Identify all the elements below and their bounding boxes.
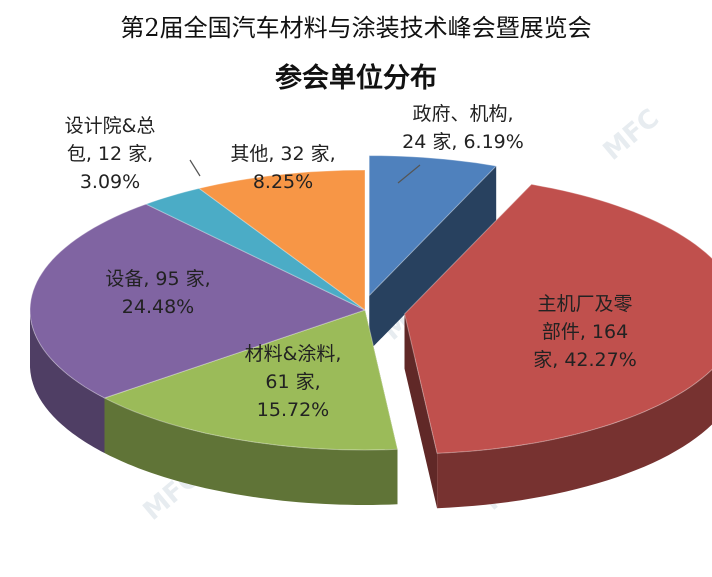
chart-subtitle: 参会单位分布: [275, 63, 437, 94]
data-label: 材料&涂料, 61 家, 15.72%: [245, 343, 342, 421]
pie-slice: [103, 309, 399, 451]
data-label: 政府、机构, 24 家, 6.19%: [402, 103, 524, 153]
pie-slice: [197, 169, 366, 311]
data-label: 其他, 32 家, 8.25%: [230, 143, 335, 193]
data-label: 设备, 95 家, 24.48%: [105, 268, 210, 318]
pie-slice: [404, 183, 712, 454]
data-label: 主机厂及零部件, 164 家, 42.27%: [533, 293, 637, 371]
pie-slice-side: [437, 369, 712, 509]
leader-line: [397, 164, 421, 184]
pie-slice: [368, 155, 498, 297]
pie-slice-cut: [404, 313, 438, 509]
pie-slice-side: [30, 310, 105, 453]
pie-slice-side: [104, 398, 398, 505]
leader-line: [189, 159, 201, 177]
pie-slice: [144, 187, 366, 311]
data-label: 设计院&总包, 12 家, 3.09%: [65, 115, 156, 193]
chart-title: 第2届全国汽车材料与涂装技术峰会暨展览会: [120, 14, 592, 42]
pie-slice-cut: [369, 166, 497, 351]
pie-tops: [29, 155, 712, 454]
pie-slice: [29, 203, 367, 399]
pie-labels: 政府、机构, 24 家, 6.19% 主机厂及零部件, 164 家, 42.27% 材料…: [65, 103, 637, 421]
